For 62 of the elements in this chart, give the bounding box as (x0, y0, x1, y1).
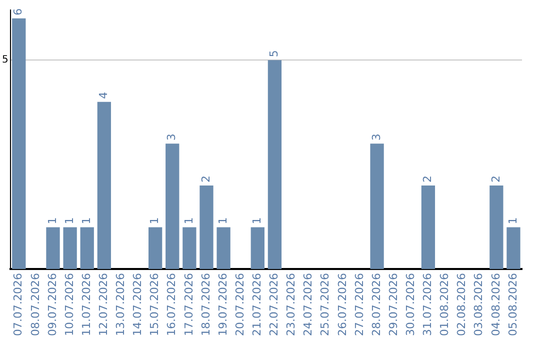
x-tick-label: 24.07.2026 (302, 273, 315, 336)
bar (12, 18, 26, 270)
x-tick-label: 08.07.2026 (28, 273, 42, 336)
x-tick-label: 29.07.2026 (386, 273, 400, 336)
x-tick-label: 07.07.2026 (12, 273, 25, 336)
x-tick-label: 31.07.2026 (421, 273, 434, 336)
x-tick-label: 10.07.2026 (62, 273, 76, 336)
x-tick-label: 05.08.2026 (506, 273, 520, 336)
x-tick-label: 18.07.2026 (199, 273, 212, 336)
x-tick-label: 09.07.2026 (46, 273, 59, 336)
bar (182, 227, 196, 270)
x-tick-label: 03.08.2026 (472, 273, 486, 336)
data-label: 1 (216, 217, 230, 224)
bar (421, 185, 436, 270)
x-tick-label: 12.07.2026 (97, 273, 110, 336)
bar (63, 227, 77, 270)
x-tick-label: 30.07.2026 (404, 273, 418, 336)
x-tick-label: 16.07.2026 (165, 273, 178, 336)
x-tick-label: 27.07.2026 (352, 273, 366, 336)
data-label: 1 (250, 217, 264, 224)
data-label: 1 (506, 217, 520, 224)
x-tick-label: 01.08.2026 (438, 273, 452, 336)
bar (200, 185, 214, 270)
bar (370, 144, 384, 270)
bar (166, 144, 180, 270)
data-label: 1 (182, 217, 196, 224)
data-label: 1 (80, 217, 93, 224)
data-label: 1 (62, 217, 76, 224)
bar (490, 185, 504, 270)
x-tick-label: 22.07.2026 (268, 273, 281, 336)
data-label: 5 (268, 50, 281, 58)
x-tick-label: 26.07.2026 (336, 273, 349, 336)
x-tick-label: 21.07.2026 (250, 273, 264, 336)
x-tick-label: 23.07.2026 (284, 273, 298, 336)
bar (148, 227, 162, 270)
x-tick-label: 19.07.2026 (216, 273, 230, 336)
x-tick-label: 02.08.2026 (455, 273, 468, 336)
x-tick-label: 14.07.2026 (131, 273, 144, 336)
data-label: 3 (370, 134, 383, 141)
data-label: 1 (148, 217, 162, 224)
bar (46, 227, 60, 270)
x-tick-label: 15.07.2026 (148, 273, 162, 336)
x-tick-label: 13.07.2026 (114, 273, 128, 336)
x-tick-label: 20.07.2026 (233, 273, 246, 336)
data-label: 1 (46, 217, 59, 224)
x-tick-label: 25.07.2026 (318, 273, 332, 336)
bar (80, 227, 94, 270)
bar (250, 227, 264, 270)
data-label: 4 (97, 92, 110, 99)
data-label: 2 (421, 175, 434, 182)
x-tick-label: 04.08.2026 (489, 273, 502, 336)
bar (97, 102, 111, 270)
data-label: 2 (489, 175, 502, 182)
data-label: 3 (165, 134, 178, 141)
x-tick-label: 17.07.2026 (182, 273, 196, 336)
x-tick-label: 28.07.2026 (370, 273, 383, 336)
bar (506, 227, 520, 270)
data-label: 2 (199, 175, 212, 182)
x-tick-label: 11.07.2026 (80, 273, 93, 336)
bar (268, 60, 282, 270)
bar (216, 227, 230, 270)
data-label: 6 (12, 8, 25, 16)
